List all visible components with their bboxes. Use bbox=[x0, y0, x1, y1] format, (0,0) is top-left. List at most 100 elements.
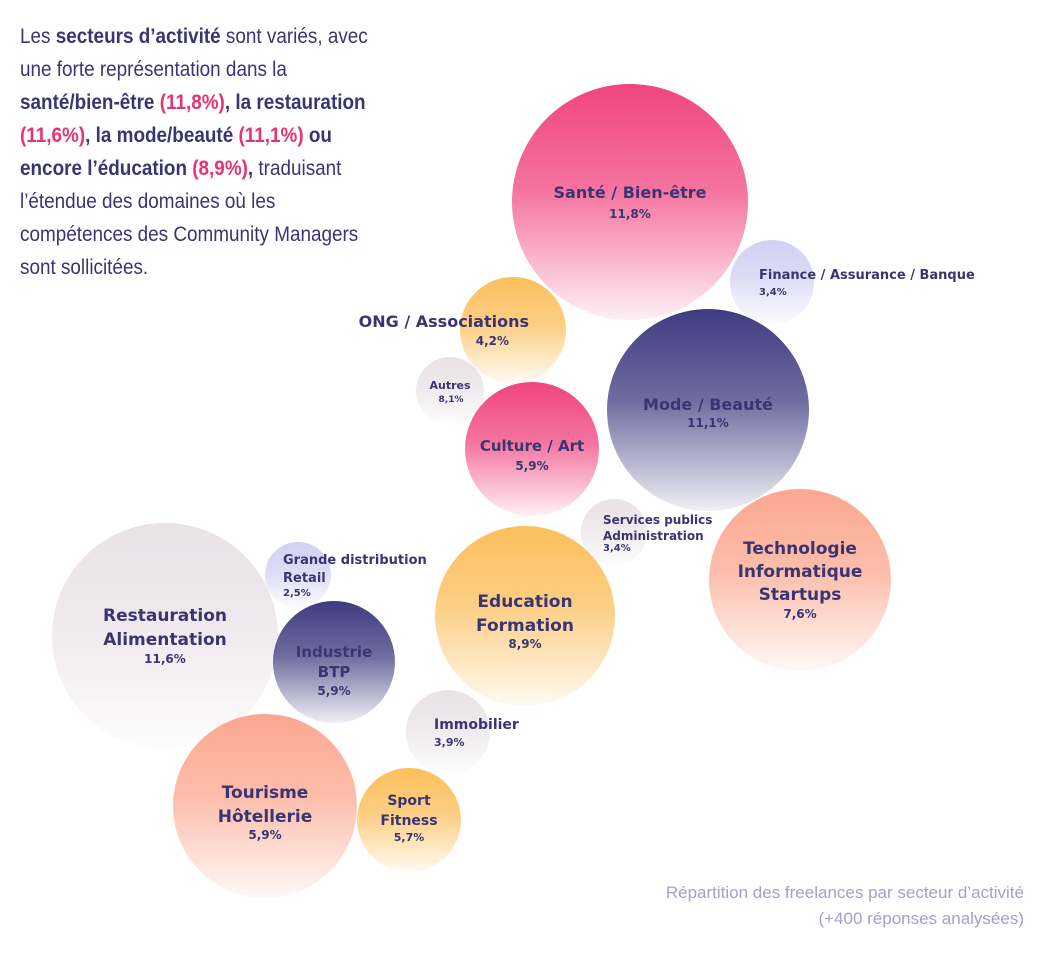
bubble-label: ONG / Associations bbox=[359, 312, 529, 331]
bubble-label: Tourisme Hôtellerie bbox=[218, 783, 313, 827]
bubble-label-line: Grande distribution bbox=[283, 553, 427, 568]
bubble-value: 3,4% bbox=[759, 287, 787, 298]
bubble-label-line: Administration bbox=[603, 529, 704, 543]
bubble bbox=[460, 277, 566, 383]
intro-bold: , bbox=[247, 157, 254, 180]
bubble-label-line: Education bbox=[477, 592, 572, 612]
bubble-label-line: Alimentation bbox=[103, 630, 227, 650]
bubble-value: 4,2% bbox=[476, 334, 509, 348]
bubble bbox=[357, 768, 461, 872]
bubble-label-line: Santé / Bien-être bbox=[554, 183, 707, 202]
bubble-group: Grande distribution Retail 2,5% bbox=[265, 542, 427, 608]
bubble-label-line: Mode / Beauté bbox=[643, 395, 773, 414]
bubble bbox=[607, 309, 809, 511]
bubble bbox=[406, 690, 490, 774]
bubble bbox=[435, 526, 615, 706]
intro-bold: , la mode/beauté bbox=[85, 124, 239, 147]
bubble-label-line: Retail bbox=[283, 571, 326, 586]
bubble-value: 8,1% bbox=[439, 395, 464, 405]
bubble-label: Sport Fitness bbox=[380, 793, 437, 829]
bubble-label-line: Sport bbox=[387, 793, 431, 809]
bubble bbox=[581, 499, 647, 565]
bubble-label: Services publics Administration bbox=[603, 513, 712, 543]
intro-percentage: (8,9%) bbox=[192, 157, 248, 180]
bubble bbox=[709, 489, 891, 671]
bubble-value: 11,8% bbox=[609, 207, 651, 221]
bubble-group: ONG / Associations 4,2% bbox=[359, 277, 566, 383]
bubble-group: Finance / Assurance / Banque 3,4% bbox=[730, 240, 975, 324]
intro-percentage: (11,6%) bbox=[20, 124, 86, 147]
bubble-group: Technologie Informatique Startups 7,6% bbox=[709, 489, 891, 671]
bubble-label-line: Startups bbox=[759, 585, 842, 605]
bubble-value: 3,9% bbox=[434, 736, 465, 749]
bubble bbox=[512, 84, 748, 320]
bubble-label-line: Autres bbox=[429, 379, 470, 392]
intro-text: sont variés, avec une forte représentati… bbox=[20, 25, 368, 81]
bubble-layer: Santé / Bien-être 11,8% Finance / Assuranc… bbox=[52, 84, 975, 898]
bubble-label-line: Fitness bbox=[380, 813, 437, 829]
bubble-label: Santé / Bien-être bbox=[554, 183, 707, 202]
intro-bold: , la restauration bbox=[224, 91, 366, 114]
bubble-value: 5,9% bbox=[317, 684, 350, 698]
bubble-group: Santé / Bien-être 11,8% bbox=[512, 84, 748, 320]
bubble-value: 7,6% bbox=[783, 607, 816, 621]
bubble-label-line: Industrie bbox=[296, 643, 373, 661]
bubble-label-line: BTP bbox=[318, 663, 351, 681]
intro-text: traduisant l’étendue des domaines où les… bbox=[20, 157, 359, 279]
bubble-group: Mode / Beauté 11,1% bbox=[607, 309, 809, 511]
bubble-label-line: Services publics bbox=[603, 513, 712, 527]
bubble-label-line: Informatique bbox=[738, 562, 863, 582]
bubble-label: Culture / Art bbox=[480, 437, 584, 455]
intro-bold: ou encore l’éducation bbox=[20, 124, 332, 180]
bubble bbox=[465, 382, 599, 516]
bubble-value: 8,9% bbox=[508, 637, 541, 651]
intro-percentage: (11,1%) bbox=[238, 124, 304, 147]
bubble-label-line: Technologie bbox=[743, 539, 857, 559]
bubble bbox=[730, 240, 814, 324]
bubble-value: 5,9% bbox=[515, 459, 548, 473]
bubble bbox=[265, 542, 331, 608]
bubble-label-line: Tourisme bbox=[222, 783, 309, 803]
bubble-label-line: Formation bbox=[476, 616, 574, 636]
bubble-value: 11,6% bbox=[144, 652, 186, 666]
intro-paragraph: Les secteurs d’activité sont variés, ave… bbox=[20, 20, 380, 284]
bubble-label: Industrie BTP bbox=[296, 643, 373, 681]
bubble-label: Mode / Beauté bbox=[643, 395, 773, 414]
bubble-label: Finance / Assurance / Banque bbox=[759, 268, 975, 283]
bubble-label-line: Immobilier bbox=[434, 717, 519, 733]
bubble-group: Immobilier 3,9% bbox=[406, 690, 519, 774]
bubble-label: Immobilier bbox=[434, 717, 519, 733]
intro-bold: secteurs d’activité bbox=[55, 25, 221, 48]
bubble-label: Restauration Alimentation bbox=[103, 606, 227, 650]
caption-line: (+400 réponses analysées) bbox=[818, 909, 1024, 928]
bubble-label: Autres bbox=[429, 379, 470, 392]
bubble-value: 3,4% bbox=[603, 543, 631, 554]
bubble bbox=[273, 601, 395, 723]
bubble-value: 5,9% bbox=[248, 828, 281, 842]
bubble-group: Restauration Alimentation 11,6% bbox=[52, 523, 278, 749]
bubble-group: Industrie BTP 5,9% bbox=[273, 601, 395, 723]
bubble-group: Sport Fitness 5,7% bbox=[357, 768, 461, 872]
bubble bbox=[52, 523, 278, 749]
bubble-value: 2,5% bbox=[283, 588, 311, 599]
bubble-group: Autres 8,1% bbox=[416, 357, 484, 425]
bubble-label-line: Culture / Art bbox=[480, 437, 584, 455]
bubble bbox=[173, 714, 357, 898]
bubble-value: 5,7% bbox=[394, 831, 425, 844]
bubble-label: Grande distribution Retail bbox=[283, 553, 427, 586]
chart-caption: Répartition des freelances par secteur d… bbox=[666, 880, 1024, 932]
bubble-value: 11,1% bbox=[687, 416, 729, 430]
bubble-label: Education Formation bbox=[476, 592, 574, 636]
bubble-label-line: Hôtellerie bbox=[218, 807, 313, 827]
intro-text: Les bbox=[20, 25, 56, 48]
intro-percentage: (11,8%) bbox=[159, 91, 225, 114]
bubble-label-line: Restauration bbox=[103, 606, 227, 626]
intro-bold: santé/bien-être bbox=[20, 91, 160, 114]
bubble bbox=[416, 357, 484, 425]
bubble-group: Culture / Art 5,9% bbox=[465, 382, 599, 516]
caption-line: Répartition des freelances par secteur d… bbox=[665, 883, 1024, 902]
